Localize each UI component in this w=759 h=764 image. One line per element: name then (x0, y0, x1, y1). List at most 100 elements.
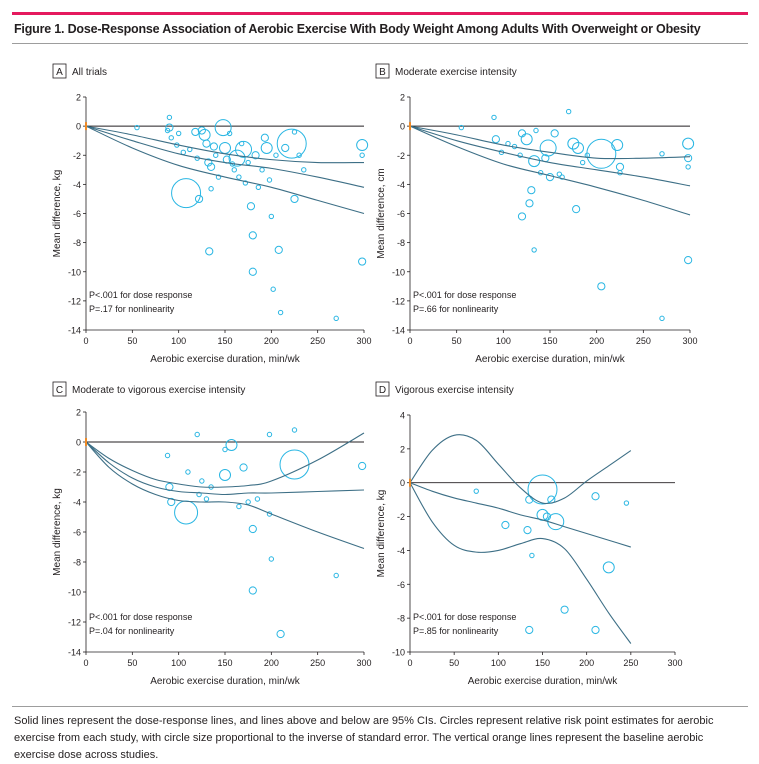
y-tick-label: -10 (392, 267, 405, 277)
data-point (236, 503, 242, 510)
data-point (659, 315, 665, 322)
data-point (202, 139, 211, 148)
data-point (166, 114, 173, 121)
x-tick-label: 200 (579, 658, 594, 668)
dose-response-ci-lower-line (85, 441, 365, 550)
data-point (567, 137, 580, 150)
y-tick-label: -14 (68, 326, 81, 336)
p-value-annotation: P=.17 for nonlinearity (89, 304, 175, 314)
x-tick-label: 300 (356, 336, 371, 346)
data-point (260, 141, 273, 154)
panel-letter: A (56, 67, 63, 78)
y-tick-label: -8 (73, 238, 81, 248)
x-tick-label: 150 (542, 336, 557, 346)
data-point (268, 213, 275, 220)
x-tick-label: 0 (407, 336, 412, 346)
x-axis-label: Aerobic exercise duration, min/wk (475, 354, 626, 365)
data-point (215, 174, 222, 180)
x-tick-label: 50 (127, 336, 137, 346)
y-tick-label: -12 (68, 618, 81, 628)
panel-letter: C (56, 385, 63, 396)
y-tick-label: -10 (68, 267, 81, 277)
data-point (559, 174, 565, 180)
data-point (197, 126, 206, 135)
data-point (266, 177, 273, 183)
data-point (204, 158, 213, 167)
data-point (527, 186, 536, 195)
x-tick-label: 150 (217, 658, 232, 668)
data-point (248, 524, 257, 534)
dose-response-ci-upper-line (409, 125, 691, 160)
data-point (591, 492, 600, 501)
panel-title: Moderate exercise intensity (395, 67, 517, 78)
dose-response-ci-lower-line (409, 125, 691, 216)
data-point (550, 129, 559, 138)
data-point (685, 164, 691, 170)
data-point (214, 119, 232, 137)
y-tick-label: 2 (400, 444, 405, 454)
x-tick-label: 50 (127, 658, 137, 668)
x-tick-label: 50 (452, 336, 462, 346)
data-point (225, 439, 238, 451)
dose-response-estimate-line (409, 125, 691, 187)
data-point (623, 500, 630, 506)
data-point (517, 212, 527, 221)
p-value-annotation: P<.001 for dose response (89, 290, 192, 300)
panel-letter-box (52, 63, 67, 79)
x-tick-label: 50 (449, 658, 459, 668)
data-point (245, 499, 251, 505)
dose-response-ci-upper-line (409, 434, 632, 505)
data-point (276, 128, 307, 159)
x-tick-label: 300 (682, 336, 697, 346)
x-tick-label: 200 (264, 658, 279, 668)
chart-panel-d: D Vigorous exercise intensity 4 2 0 -2 -4 -6 -8 -… (375, 381, 683, 687)
y-tick-label: -10 (68, 588, 81, 598)
data-point (174, 500, 199, 525)
dose-response-estimate-line (85, 441, 365, 496)
data-point (491, 114, 497, 121)
y-tick-label: -6 (397, 580, 405, 590)
data-point (164, 127, 171, 134)
y-tick-label: -4 (73, 180, 81, 190)
data-point (359, 152, 365, 158)
y-tick-label: -14 (392, 326, 405, 336)
x-axis-label: Aerobic exercise duration, min/wk (468, 676, 619, 687)
data-point (260, 133, 269, 142)
data-point (301, 167, 307, 173)
figure-title: Figure 1. Dose-Response Association of A… (14, 22, 701, 36)
data-point (291, 427, 298, 433)
y-tick-label: -2 (73, 151, 81, 161)
data-point (255, 184, 262, 190)
x-tick-label: 250 (623, 658, 638, 668)
data-point (473, 488, 479, 494)
p-value-annotation: P<.001 for dose response (89, 612, 192, 622)
y-tick-label: -6 (397, 209, 405, 219)
x-tick-label: 100 (171, 336, 186, 346)
panel-letter: B (379, 67, 386, 78)
panel-title: Vigorous exercise intensity (395, 385, 514, 396)
data-point (254, 496, 261, 502)
data-point (542, 512, 552, 521)
y-tick-label: 0 (400, 122, 405, 132)
data-point (527, 474, 558, 505)
data-point (226, 130, 233, 137)
data-point (572, 205, 581, 214)
data-point (246, 202, 256, 211)
data-point (248, 231, 257, 240)
x-tick-label: 250 (310, 336, 325, 346)
y-tick-label: -6 (73, 528, 81, 538)
data-point (528, 155, 541, 168)
data-point (333, 315, 339, 322)
data-point (296, 152, 302, 158)
data-point (231, 167, 237, 173)
data-point (290, 194, 299, 204)
data-point (242, 180, 249, 186)
data-point (165, 123, 174, 132)
x-tick-label: 150 (535, 658, 550, 668)
dose-response-ci-lower-line (85, 125, 365, 215)
x-tick-label: 300 (356, 658, 371, 668)
dose-response-ci-upper-line (85, 432, 365, 488)
y-tick-label: -6 (73, 209, 81, 219)
y-axis-label: Mean difference, kg (376, 490, 387, 578)
